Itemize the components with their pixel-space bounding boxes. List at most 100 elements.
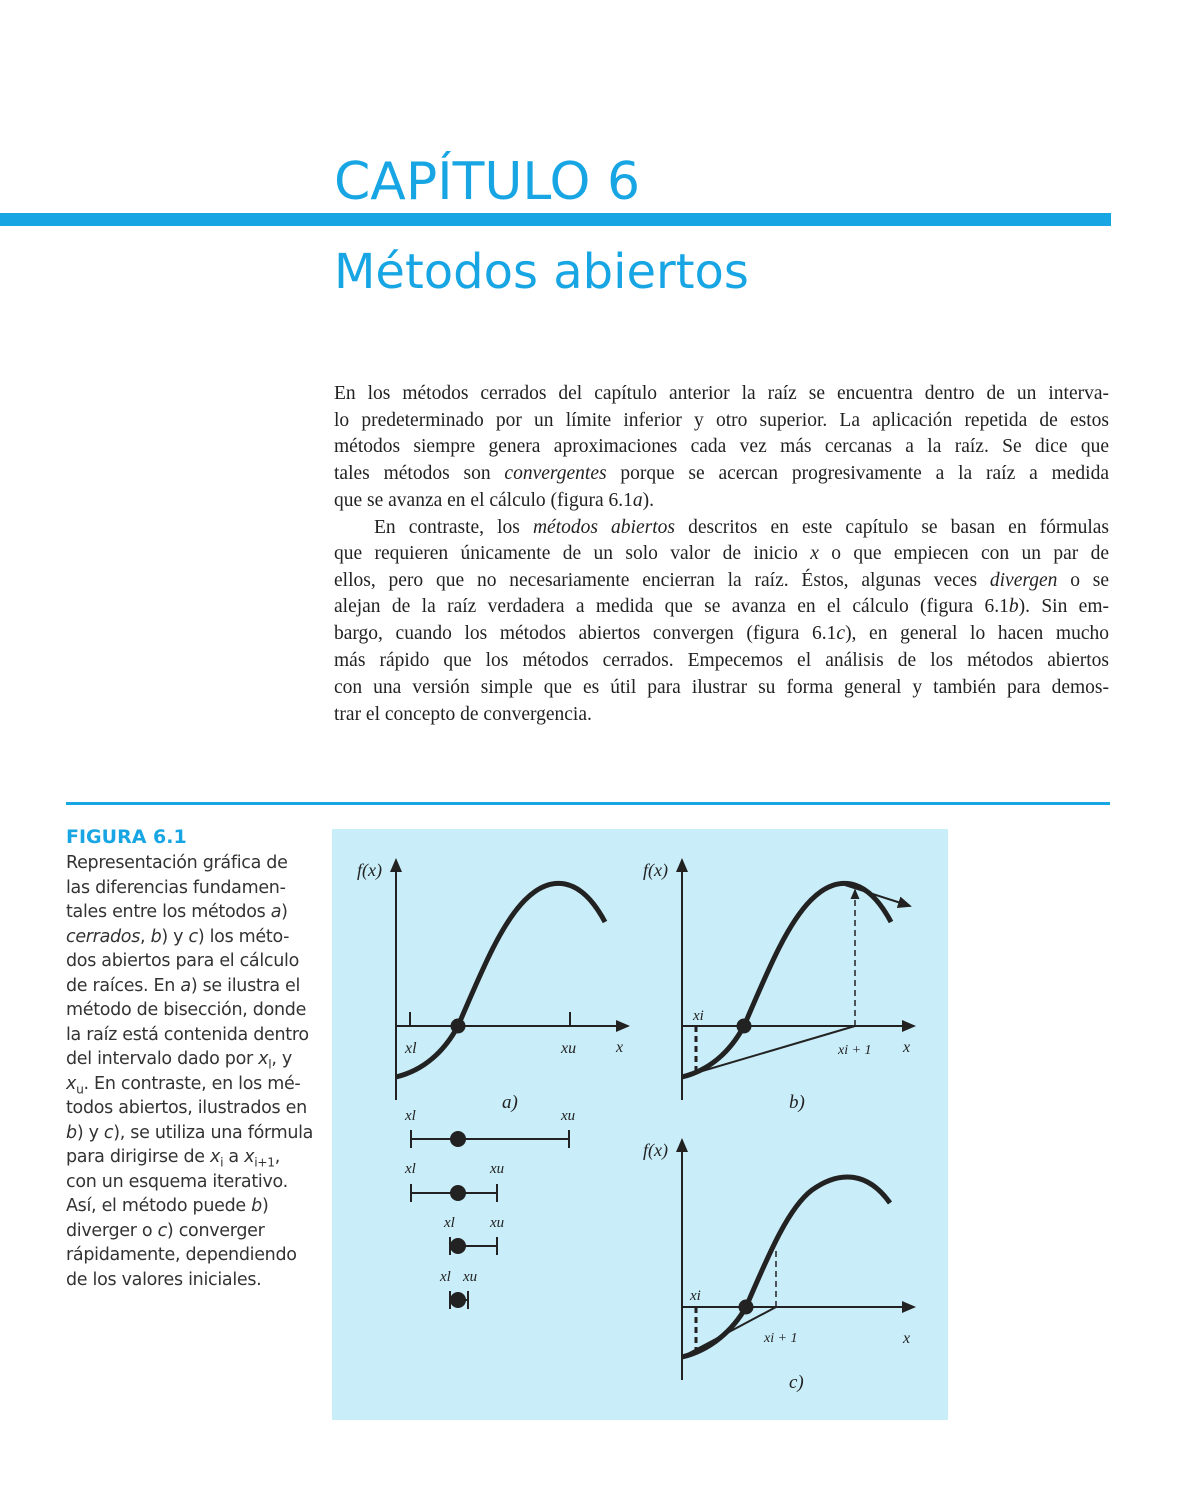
text-run: dos abiertos para el cálculo (66, 951, 299, 971)
text-run: más rápido que los métodos cerrados. Emp… (334, 650, 1109, 671)
function-curve (395, 880, 608, 1080)
text-run: , (140, 926, 151, 947)
text-run: i+1 (254, 1155, 275, 1170)
text-run: del intervalo dado por (66, 1049, 259, 1069)
chapter-divider (0, 213, 1111, 226)
x-label-a: x (615, 1039, 623, 1056)
x-label-c: x (902, 1330, 910, 1347)
text-run: con una versión simple que es útil para … (334, 677, 1109, 698)
caption-line: b) y c), se utiliza una fórmula (66, 1122, 313, 1144)
bis-xu-1: xu (560, 1108, 575, 1124)
text-run: b (150, 926, 162, 947)
text-run: o se (1057, 570, 1110, 591)
text-run: ) (281, 902, 288, 922)
text-run: método de bisección, donde (66, 1000, 307, 1020)
function-curve (681, 880, 894, 1080)
caption-line: todos abiertos, ilustrados en (66, 1097, 307, 1119)
text-run: convergentes (504, 463, 607, 484)
paragraph-line: En contraste, los métodos abiertos descr… (374, 516, 1109, 540)
bis-xu-4: xu (462, 1269, 477, 1285)
caption-line: rápidamente, dependiendo (66, 1244, 297, 1266)
paragraph-line: ellos, pero que no necesariamente encier… (334, 569, 1109, 593)
text-run: descritos en este capítulo se basan en f… (674, 517, 1109, 538)
text-run: , y (271, 1049, 292, 1069)
caption-line: de raíces. En a) se ilustra el (66, 975, 300, 997)
text-run: trar el concepto de convergencia. (334, 704, 592, 725)
caption-line: dos abiertos para el cálculo (66, 950, 299, 972)
text-run: b (251, 1196, 262, 1216)
bis-xu-2: xu (489, 1161, 504, 1177)
text-run: l (268, 1057, 272, 1072)
text-run: porque se acercan progresivamente a la r… (606, 463, 1109, 484)
text-run: para dirigirse de (66, 1147, 210, 1167)
text-run: todos abiertos, ilustrados en (66, 1098, 307, 1118)
text-run: tales entre los métodos (66, 902, 271, 922)
panel-c (676, 1138, 916, 1380)
paragraph-line: que se avanza en el cálculo (figura 6.1a… (334, 489, 1109, 513)
text-run: c (188, 926, 199, 947)
figure-label: FIGURA 6.1 (66, 826, 187, 848)
text-run: ), se utiliza una fórmula (113, 1122, 314, 1143)
paragraph-line: alejan de la raíz verdadera a medida que… (334, 595, 1109, 619)
paragraph-line: que requieren únicamente de un solo valo… (334, 542, 1109, 566)
text-run: que requieren únicamente de un solo valo… (334, 543, 811, 564)
paragraph-line: con una versión simple que es útil para … (334, 676, 1109, 700)
paragraph-line: lo predeterminado por un límite inferior… (334, 409, 1109, 433)
xl-label-a: xl (404, 1040, 417, 1057)
panel-b (676, 858, 916, 1100)
text-run: métodos abiertos (532, 517, 675, 538)
bis-xl-4: xl (439, 1269, 451, 1285)
xi1-label-b: xi + 1 (837, 1043, 872, 1058)
bis-xl-3: xl (443, 1215, 455, 1231)
bis-xu-3: xu (489, 1215, 504, 1231)
figure-diagram: f(x) xl xu x a) xl xu xl xu xl xu xl xu … (357, 858, 916, 1393)
tag-b: b) (789, 1092, 805, 1113)
text-run: c (103, 1122, 114, 1143)
xi1-label-c: xi + 1 (763, 1331, 798, 1346)
text-run: la raíz está contenida dentro (66, 1024, 309, 1045)
xu-label-a: xu (560, 1040, 576, 1057)
caption-line: con un esquema iterativo. (66, 1171, 288, 1193)
text-run: cerrados (66, 926, 141, 947)
chapter-number: CAPÍTULO 6 (334, 152, 641, 212)
text-run: a (223, 1147, 245, 1167)
paragraph-line: trar el concepto de convergencia. (334, 703, 1109, 727)
figure-panel: f(x) xl xu x a) xl xu xl xu xl xu xl xu … (332, 829, 948, 1420)
text-run: de raíces. En (66, 975, 181, 996)
text-run: a (180, 975, 191, 996)
text-run: diverger o (66, 1220, 158, 1241)
text-run: de los valores iniciales. (66, 1269, 262, 1290)
chapter-title: Métodos abiertos (334, 244, 749, 300)
caption-line: método de bisección, donde (66, 999, 306, 1021)
text-run: ellos, pero que no necesariamente encier… (334, 570, 990, 591)
tag-a: a) (502, 1092, 518, 1113)
ylabel-c: f(x) (643, 1140, 668, 1161)
bis-xl-2: xl (404, 1161, 416, 1177)
root-point (450, 1018, 466, 1034)
text-run: ) y (161, 926, 189, 947)
text-run: x (258, 1049, 269, 1069)
bisection-labels: xl xu xl xu xl xu xl xu (404, 1108, 575, 1285)
text-run: En contraste, los (374, 517, 533, 538)
text-run: u (76, 1082, 84, 1096)
text-run: tales métodos son (334, 463, 505, 484)
xi-label-b: xi (692, 1008, 704, 1024)
text-run: x (244, 1147, 255, 1167)
text-run: i (220, 1155, 224, 1170)
paragraph-line: En los métodos cerrados del capítulo ant… (334, 382, 1109, 406)
text-run: divergen (989, 570, 1058, 591)
caption-line: la raíz está contenida dentro (66, 1024, 309, 1046)
text-run: . En contraste, en los mé- (83, 1073, 301, 1094)
caption-line: del intervalo dado por xl, y (66, 1048, 292, 1076)
caption-line: tales entre los métodos a) (66, 901, 288, 923)
text-run: ) converger (166, 1220, 265, 1241)
text-run: Así, el método puede (66, 1196, 252, 1216)
text-run: x (210, 1147, 221, 1167)
ylabel-a: f(x) (357, 860, 382, 881)
xi-label-c: xi (689, 1288, 701, 1304)
text-run: Representación gráfica de (66, 853, 288, 873)
text-run: En los métodos cerrados del capítulo ant… (334, 383, 1109, 404)
text-run: ) se ilustra el (190, 975, 301, 996)
bisection-intervals (410, 1130, 570, 1309)
text-run: x (66, 1073, 77, 1094)
